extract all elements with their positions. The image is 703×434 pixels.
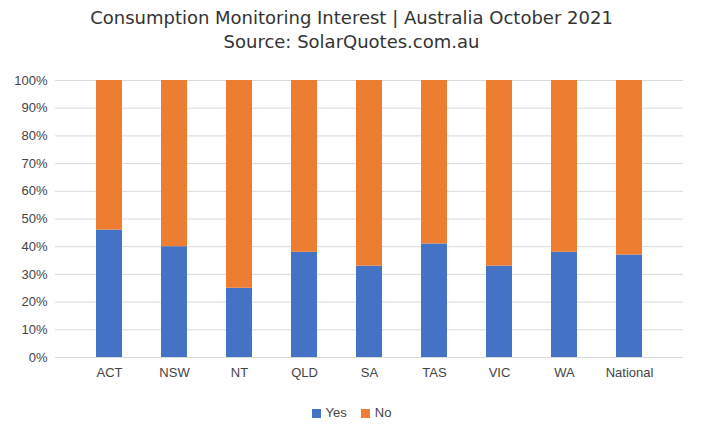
svg-text:National: National [606,365,654,380]
svg-text:60%: 60% [21,183,47,198]
svg-text:40%: 40% [21,239,47,254]
html-text:Consumption Monitoring Interes: Consumption Monitoring Interest | Austra… [90,7,613,28]
svg-text:100%: 100% [14,73,48,88]
html-text:Yes: Yes [325,404,347,420]
svg-text:WA: WA [554,365,575,380]
svg-text:SA: SA [361,365,379,380]
svg-text:10%: 10% [21,322,47,337]
svg-text:TAS: TAS [422,365,447,380]
svg-text:NSW: NSW [159,365,190,380]
svg-text:QLD: QLD [291,365,318,380]
svg-text:80%: 80% [21,128,47,143]
svg-text:30%: 30% [21,267,47,282]
html-text:Source: SolarQuotes.com.au: Source: SolarQuotes.com.au [223,31,480,52]
svg-text:NT: NT [231,365,248,380]
svg-text:VIC: VIC [489,365,511,380]
svg-text:70%: 70% [21,156,47,171]
svg-text:50%: 50% [21,211,47,226]
svg-text:20%: 20% [21,294,47,309]
svg-text:90%: 90% [21,100,47,115]
svg-text:0%: 0% [29,350,48,365]
svg-text:ACT: ACT [97,365,123,380]
html-text:No: No [374,404,392,420]
